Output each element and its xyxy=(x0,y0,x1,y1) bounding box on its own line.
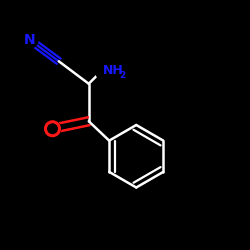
Circle shape xyxy=(44,120,61,137)
Circle shape xyxy=(95,54,125,84)
Text: 2: 2 xyxy=(119,71,126,80)
Text: NH: NH xyxy=(102,64,123,76)
Text: N: N xyxy=(24,33,36,47)
Circle shape xyxy=(50,126,55,131)
Circle shape xyxy=(22,32,38,48)
